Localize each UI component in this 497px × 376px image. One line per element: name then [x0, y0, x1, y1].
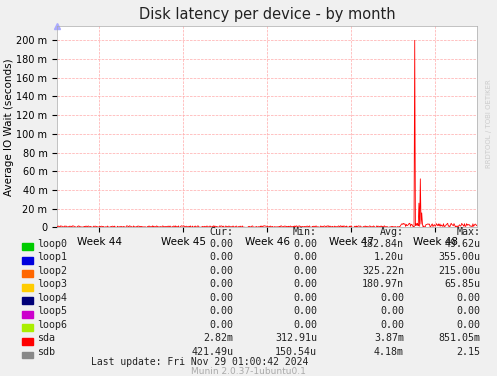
Text: 355.00u: 355.00u [438, 252, 481, 262]
Text: 851.05m: 851.05m [438, 334, 481, 343]
Text: 0.00: 0.00 [380, 320, 404, 330]
Text: 0.00: 0.00 [293, 266, 317, 276]
Text: loop1: loop1 [37, 252, 67, 262]
Text: 49.62u: 49.62u [445, 239, 481, 249]
Text: 0.00: 0.00 [210, 279, 234, 289]
Text: loop6: loop6 [37, 320, 67, 330]
Text: Min:: Min: [293, 227, 317, 237]
Text: 325.22n: 325.22n [362, 266, 404, 276]
Text: 0.00: 0.00 [293, 293, 317, 303]
Text: sda: sda [37, 334, 55, 343]
Text: 2.82m: 2.82m [204, 334, 234, 343]
Text: loop2: loop2 [37, 266, 67, 276]
Text: 215.00u: 215.00u [438, 266, 481, 276]
Text: 312.91u: 312.91u [275, 334, 317, 343]
Text: 0.00: 0.00 [293, 279, 317, 289]
Text: 0.00: 0.00 [293, 306, 317, 316]
Text: 180.97n: 180.97n [362, 279, 404, 289]
Text: 0.00: 0.00 [457, 293, 481, 303]
Text: 182.84n: 182.84n [362, 239, 404, 249]
Y-axis label: Average IO Wait (seconds): Average IO Wait (seconds) [3, 58, 13, 196]
Text: 0.00: 0.00 [210, 320, 234, 330]
Text: 0.00: 0.00 [380, 306, 404, 316]
Text: Max:: Max: [457, 227, 481, 237]
Text: 0.00: 0.00 [457, 320, 481, 330]
Text: RRDTOOL / TOBI OETIKER: RRDTOOL / TOBI OETIKER [486, 80, 492, 168]
Text: Munin 2.0.37-1ubuntu0.1: Munin 2.0.37-1ubuntu0.1 [191, 367, 306, 376]
Text: 3.87m: 3.87m [374, 334, 404, 343]
Text: Avg:: Avg: [380, 227, 404, 237]
Text: 0.00: 0.00 [380, 293, 404, 303]
Text: 421.49u: 421.49u [191, 347, 234, 357]
Text: 0.00: 0.00 [293, 239, 317, 249]
Text: 0.00: 0.00 [210, 306, 234, 316]
Title: Disk latency per device - by month: Disk latency per device - by month [139, 8, 396, 23]
Text: 2.15: 2.15 [457, 347, 481, 357]
Text: loop0: loop0 [37, 239, 67, 249]
Text: 0.00: 0.00 [457, 306, 481, 316]
Text: 1.20u: 1.20u [374, 252, 404, 262]
Text: 0.00: 0.00 [293, 320, 317, 330]
Text: loop4: loop4 [37, 293, 67, 303]
Text: Cur:: Cur: [210, 227, 234, 237]
Text: 4.18m: 4.18m [374, 347, 404, 357]
Text: 0.00: 0.00 [210, 293, 234, 303]
Text: Last update: Fri Nov 29 01:00:42 2024: Last update: Fri Nov 29 01:00:42 2024 [91, 357, 308, 367]
Text: 65.85u: 65.85u [445, 279, 481, 289]
Text: 150.54u: 150.54u [275, 347, 317, 357]
Text: loop5: loop5 [37, 306, 67, 316]
Text: 0.00: 0.00 [210, 266, 234, 276]
Text: loop3: loop3 [37, 279, 67, 289]
Text: 0.00: 0.00 [293, 252, 317, 262]
Text: 0.00: 0.00 [210, 239, 234, 249]
Text: sdb: sdb [37, 347, 55, 357]
Text: 0.00: 0.00 [210, 252, 234, 262]
